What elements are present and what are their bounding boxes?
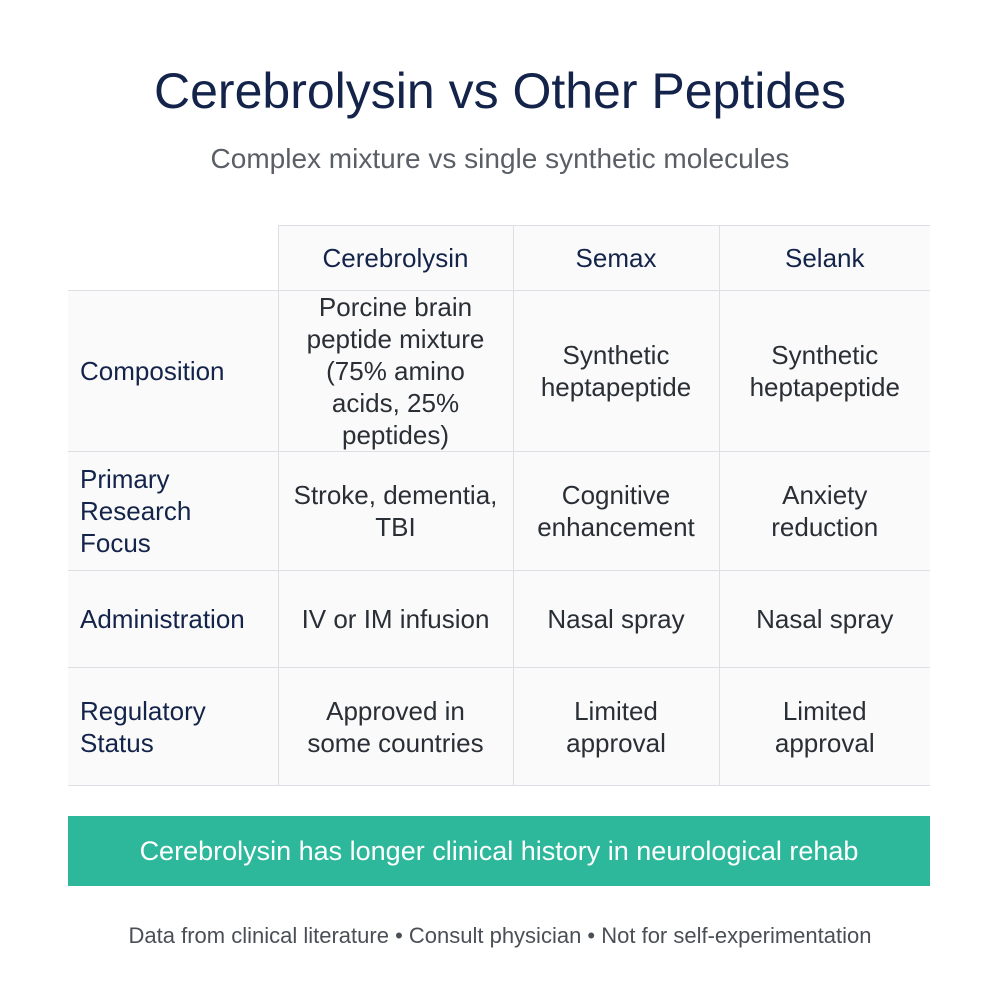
table-cell: Stroke, dementia, TBI (277, 451, 514, 571)
table-cell: Porcine brain peptide mixture (75% amino… (277, 290, 514, 452)
table-cell: Limited approval (512, 667, 720, 786)
header-row: Cerebrolysin Semax Selank (68, 225, 930, 291)
table-row: Composition Porcine brain peptide mixture… (68, 290, 930, 452)
row-label: Regulatory Status (68, 667, 279, 786)
column-header: Selank (718, 225, 930, 291)
footnote: Data from clinical literature • Consult … (128, 923, 872, 948)
column-header: Cerebrolysin (277, 225, 514, 291)
table-cell: Cognitive enhancement (512, 451, 720, 571)
row-label: Primary Research Focus (68, 451, 279, 571)
row-label: Composition (68, 290, 279, 452)
corner-cell (68, 225, 279, 291)
table-cell: Synthetic heptapeptide (512, 290, 720, 452)
table-cell: Approved in some countries (277, 667, 514, 786)
subtitle: Complex mixture vs single synthetic mole… (210, 143, 790, 174)
table-cell: Anxiety reduction (718, 451, 930, 571)
column-header: Semax (512, 225, 720, 291)
table-cell: Synthetic heptapeptide (718, 290, 930, 452)
table-body: Composition Porcine brain peptide mixture… (68, 290, 930, 786)
table-cell: Limited approval (718, 667, 930, 786)
table-cell: Nasal spray (718, 570, 930, 668)
row-label: Administration (68, 570, 279, 668)
table-cell: Nasal spray (512, 570, 720, 668)
table-row: Regulatory Status Approved in some countr… (68, 667, 930, 786)
table-row: Primary Research Focus Stroke, dementia, … (68, 451, 930, 571)
comparison-table: Cerebrolysin Semax Selank Composition Porci… (68, 225, 930, 786)
title: Cerebrolysin vs Other Peptides (154, 63, 846, 119)
table-cell: IV or IM infusion (277, 570, 514, 668)
banner: Cerebrolysin has longer clinical history… (68, 816, 930, 886)
table-row: Administration IV or IM infusion Nasal spr… (68, 570, 930, 668)
